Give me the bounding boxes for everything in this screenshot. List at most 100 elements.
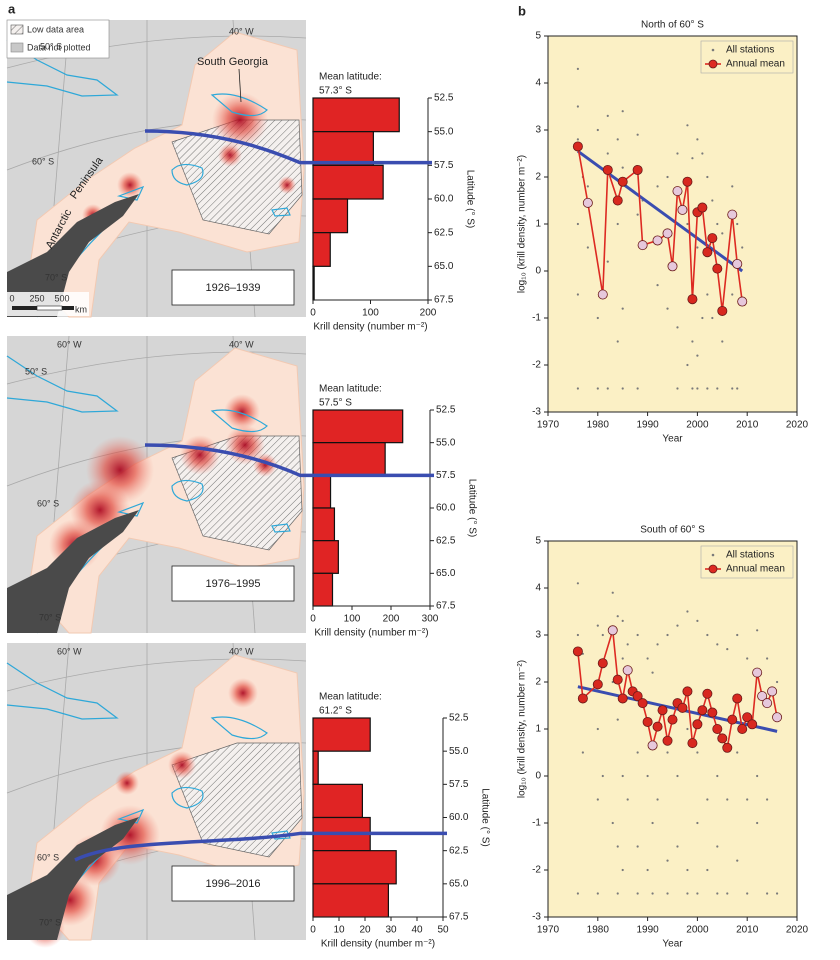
station-point bbox=[676, 624, 679, 627]
station-point bbox=[576, 387, 579, 390]
plot-background bbox=[548, 36, 797, 412]
station-point bbox=[596, 316, 599, 320]
scale-label: 500 bbox=[54, 293, 69, 303]
station-point bbox=[691, 340, 694, 343]
x-tick-label: 40 bbox=[411, 925, 423, 936]
station-point bbox=[606, 260, 609, 263]
x-axis-label: Year bbox=[662, 939, 683, 950]
legend-swatch bbox=[708, 59, 718, 69]
plot-frame bbox=[547, 540, 798, 918]
station-point bbox=[686, 868, 689, 872]
station-point bbox=[651, 821, 654, 825]
station-point bbox=[601, 774, 604, 778]
station-point bbox=[736, 222, 739, 226]
map: Low data area Data not plotted 50° S 40°… bbox=[6, 19, 307, 318]
station-point bbox=[646, 868, 649, 872]
scale-label: km bbox=[75, 304, 87, 314]
y-tick-label: 5 bbox=[535, 536, 541, 547]
station-point bbox=[706, 798, 709, 801]
station-point bbox=[621, 657, 624, 660]
x-tick-label: 1990 bbox=[636, 420, 659, 431]
plot-background bbox=[548, 541, 797, 917]
station-point bbox=[701, 152, 704, 155]
mean-point bbox=[727, 209, 738, 220]
bar bbox=[312, 409, 404, 444]
mean-point bbox=[677, 702, 688, 713]
station-point bbox=[726, 892, 729, 895]
y-axis-label: log₁₀ (krill density, number m⁻²) bbox=[517, 155, 528, 293]
x-tick-label: 100 bbox=[362, 308, 379, 319]
density-blob bbox=[212, 92, 268, 148]
station-point bbox=[601, 633, 604, 637]
density-blob bbox=[168, 751, 196, 779]
y-axis-label: log₁₀ (krill density, number m⁻²) bbox=[517, 660, 528, 798]
station-point bbox=[736, 751, 739, 754]
station-point bbox=[775, 892, 779, 895]
bar bbox=[312, 265, 315, 301]
mean-point bbox=[737, 724, 748, 735]
station-point bbox=[616, 892, 619, 895]
station-point bbox=[576, 892, 579, 895]
bar bbox=[312, 507, 336, 542]
legend-label: Annual mean bbox=[726, 564, 785, 575]
mean-point bbox=[647, 740, 658, 751]
station-point bbox=[621, 307, 624, 310]
mean-point bbox=[732, 258, 743, 269]
legend-swatch bbox=[10, 24, 24, 35]
mean-point bbox=[572, 646, 583, 657]
bar bbox=[312, 717, 371, 752]
mean-point bbox=[697, 705, 708, 716]
legend-box bbox=[700, 545, 794, 579]
y-tick-label: 67.5 bbox=[436, 601, 456, 612]
mean-point bbox=[642, 716, 653, 727]
density-blob bbox=[228, 678, 258, 708]
x-tick-label: 10 bbox=[333, 925, 345, 936]
graticule-label: 40° W bbox=[229, 646, 254, 656]
station-point bbox=[576, 293, 579, 296]
mean-point bbox=[662, 735, 673, 746]
y-tick-label: -2 bbox=[532, 360, 541, 371]
station-point bbox=[576, 633, 579, 637]
mean-point bbox=[612, 674, 623, 685]
mean-point bbox=[757, 691, 768, 702]
station-point bbox=[746, 892, 749, 895]
graticule-label: 70° S bbox=[39, 612, 61, 622]
mean-point bbox=[577, 693, 588, 704]
mean-point bbox=[707, 233, 718, 244]
mean-line bbox=[74, 831, 447, 862]
station-point bbox=[706, 868, 709, 872]
mean-point bbox=[667, 714, 678, 725]
station-point bbox=[686, 222, 689, 226]
station-point bbox=[611, 821, 614, 825]
scale-bar bbox=[36, 305, 63, 311]
y-tick-label: 65.0 bbox=[436, 568, 456, 579]
station-point bbox=[656, 643, 659, 646]
bar bbox=[312, 97, 400, 133]
station-point bbox=[701, 316, 704, 320]
bar bbox=[312, 474, 332, 509]
density-blob bbox=[218, 143, 242, 167]
y-tick-label: 55.0 bbox=[436, 437, 456, 448]
mean-point bbox=[712, 263, 723, 274]
x-axis-label: Krill density (number m⁻²) bbox=[321, 939, 435, 950]
mean-point bbox=[617, 693, 628, 704]
period-label: 1926–1939 bbox=[205, 282, 260, 294]
mean-point bbox=[672, 186, 683, 197]
scale-bar bbox=[62, 306, 74, 310]
annotation: Mean latitude: bbox=[319, 384, 382, 395]
station-point bbox=[676, 845, 679, 848]
station-point bbox=[716, 845, 719, 848]
station-point bbox=[686, 363, 689, 367]
y-axis-label: Latitude (° S) bbox=[466, 479, 477, 537]
mean-point bbox=[612, 195, 623, 206]
y-tick-label: 57.5 bbox=[449, 779, 469, 790]
bar bbox=[312, 750, 319, 785]
graticule-label: 60° S bbox=[37, 852, 59, 862]
bar bbox=[312, 232, 331, 267]
y-tick-label: 52.5 bbox=[449, 713, 469, 724]
station-point bbox=[706, 293, 709, 296]
y-tick-label: 57.5 bbox=[436, 470, 456, 481]
station-point bbox=[696, 138, 699, 141]
mean-point bbox=[687, 294, 698, 305]
mean-point bbox=[597, 658, 608, 669]
